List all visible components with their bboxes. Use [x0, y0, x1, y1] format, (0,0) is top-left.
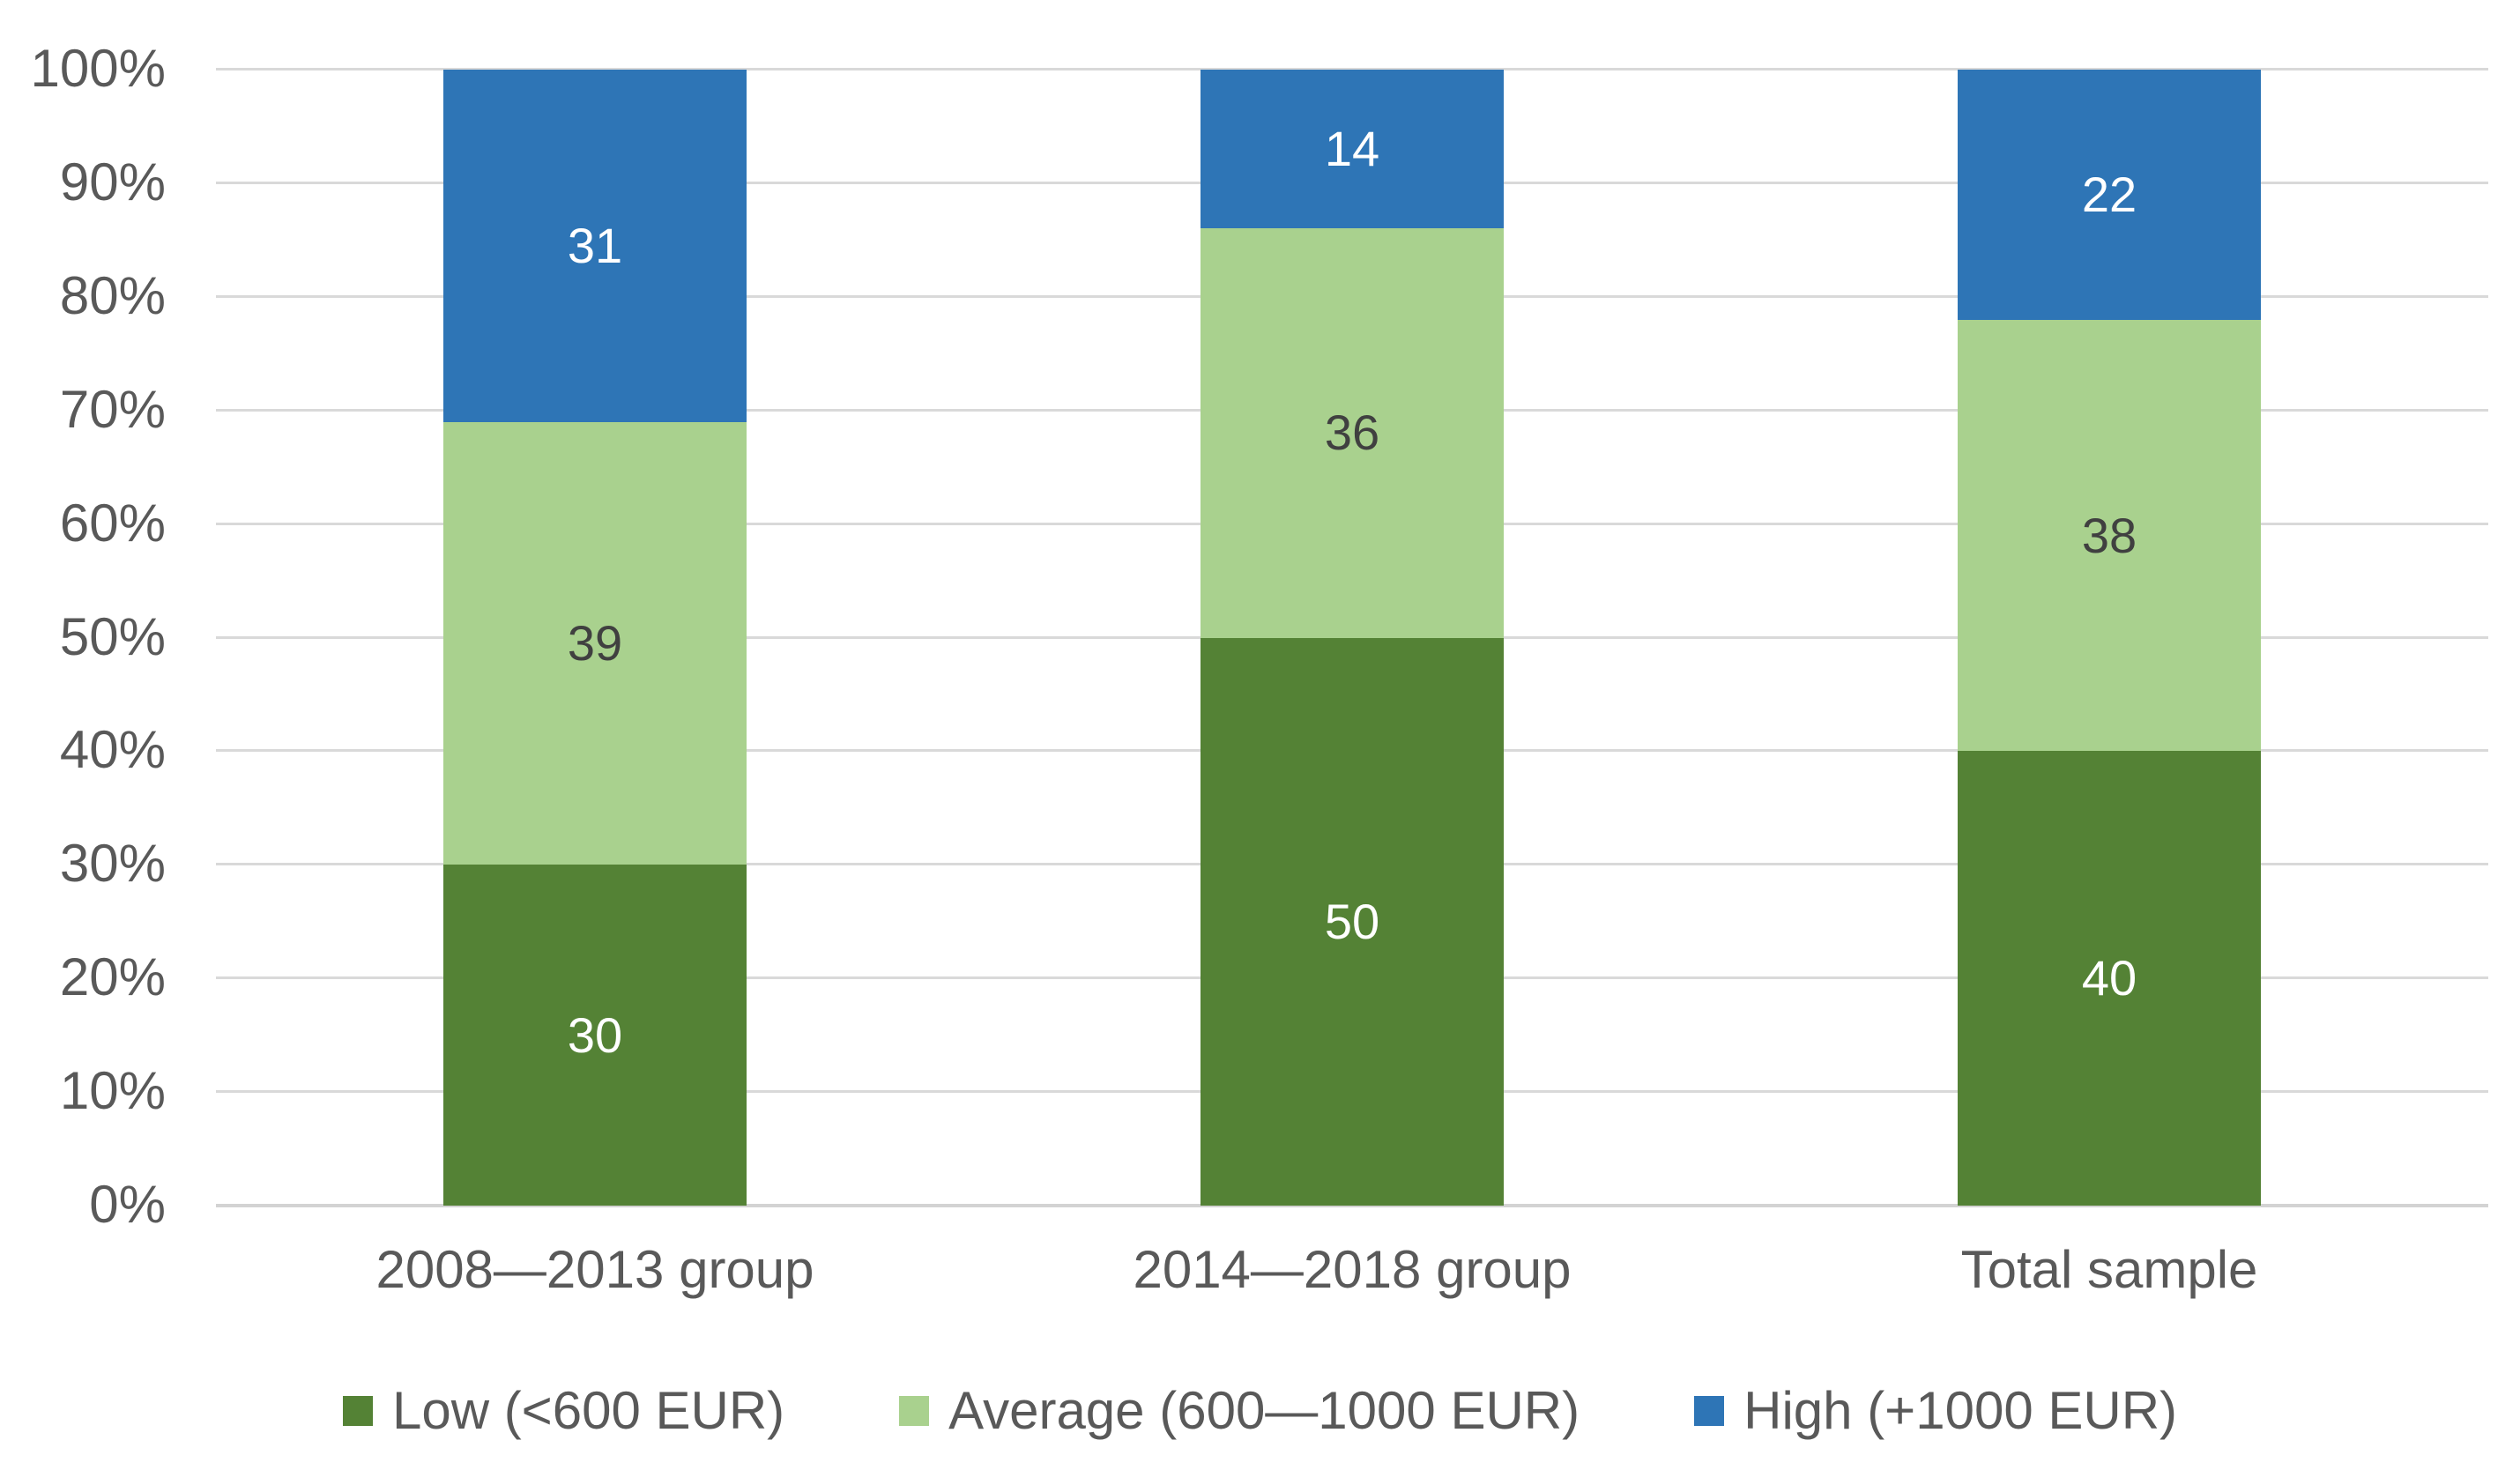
- legend-swatch: [342, 1395, 373, 1426]
- y-tick-label: 30%: [59, 834, 166, 894]
- y-tick-label: 40%: [59, 720, 166, 780]
- category-label: Total sample: [1960, 1240, 2258, 1299]
- y-tick-label: 80%: [59, 265, 166, 325]
- y-tick-label: 20%: [59, 947, 166, 1007]
- y-axis: 0% 10% 20% 30% 40% 50% 60% 70% 80% 90% 100%: [0, 0, 166, 1470]
- data-label: 22: [2081, 166, 2137, 222]
- gridline: [216, 68, 2488, 71]
- y-tick-label: 10%: [59, 1061, 166, 1121]
- legend: Low (<600 EUR) Average (600—1000 EUR) High…: [0, 1380, 2520, 1441]
- bar-segment: 31: [443, 70, 747, 422]
- data-label: 50: [1324, 893, 1380, 949]
- legend-label: Low (<600 EUR): [391, 1381, 785, 1440]
- legend-item: Average (600—1000 EUR): [899, 1380, 1580, 1441]
- bar-segment: 38: [1958, 319, 2261, 752]
- data-label: 39: [567, 614, 623, 671]
- legend-item: High (+1000 EUR): [1694, 1380, 2177, 1441]
- data-label: 14: [1324, 121, 1380, 177]
- data-label: 31: [567, 217, 623, 273]
- legend-label: High (+1000 EUR): [1743, 1381, 2178, 1440]
- data-label: 38: [2081, 507, 2137, 563]
- stacked-bar: 30 39 31: [443, 70, 747, 1206]
- y-tick-label: 90%: [59, 152, 166, 212]
- y-tick-label: 100%: [30, 39, 166, 99]
- bar-segment: 14: [1201, 70, 1504, 229]
- bar-segment: 50: [1201, 637, 1504, 1206]
- plot-area: 30 39 31 50 36 14 40 38 22: [216, 68, 2488, 1207]
- bar-segment: 22: [1958, 70, 2261, 320]
- data-label: 40: [2081, 950, 2137, 1006]
- bar-segment: 30: [443, 865, 747, 1206]
- y-tick-label: 0%: [89, 1175, 166, 1235]
- y-tick-label: 50%: [59, 606, 166, 666]
- legend-swatch: [1694, 1395, 1725, 1426]
- category-label: 2008—2013 group: [375, 1240, 814, 1299]
- legend-label: Average (600—1000 EUR): [948, 1381, 1580, 1440]
- data-label: 30: [567, 1006, 623, 1063]
- x-axis-line: [216, 1204, 2488, 1207]
- y-tick-label: 60%: [59, 493, 166, 553]
- data-label: 36: [1324, 405, 1380, 461]
- stacked-bar: 40 38 22: [1958, 70, 2261, 1206]
- category-label: 2014—2018 group: [1133, 1240, 1572, 1299]
- bar-segment: 36: [1201, 228, 1504, 638]
- stacked-bar: 50 36 14: [1201, 70, 1504, 1206]
- y-tick-label: 70%: [59, 379, 166, 439]
- bar-segment: 39: [443, 421, 747, 865]
- legend-swatch: [899, 1395, 930, 1426]
- legend-item: Low (<600 EUR): [342, 1380, 785, 1441]
- bar-segment: 40: [1958, 751, 2261, 1206]
